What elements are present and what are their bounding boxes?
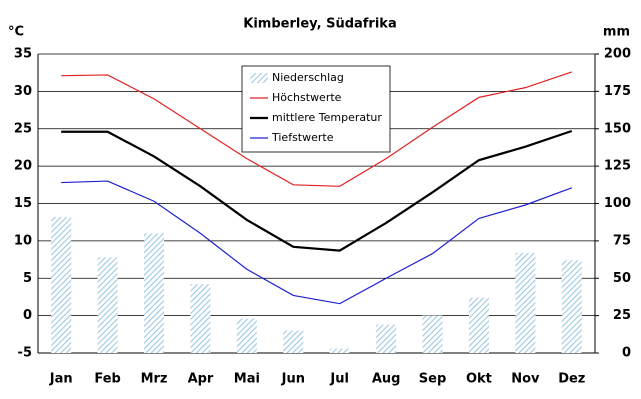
bar: [468, 297, 489, 353]
y2-tick-label: 75: [613, 233, 631, 248]
y2-tick-label: 50: [613, 271, 631, 286]
bar: [190, 284, 211, 353]
y2-tick-label: 100: [604, 196, 631, 211]
chart-title: Kimberley, Südafrika: [243, 17, 396, 32]
y2-tick-label: 125: [604, 159, 631, 174]
y-tick-label: 15: [14, 196, 32, 211]
legend-label: Höchstwerte: [272, 91, 342, 104]
y-tick-label: 25: [14, 121, 32, 136]
bar: [376, 324, 397, 353]
legend-swatch: [250, 73, 268, 83]
x-tick-label: Okt: [466, 372, 492, 387]
legend-label: Niederschlag: [272, 71, 344, 84]
y-tick-label: 0: [23, 308, 32, 323]
line: [61, 180, 573, 305]
legend-label: Tiefstwerte: [271, 131, 334, 144]
y2-tick-label: 175: [604, 84, 631, 99]
bar: [97, 257, 118, 353]
bar: [561, 260, 582, 353]
y2-tick-label: 150: [604, 121, 631, 136]
bar: [51, 216, 72, 353]
x-tick-label: Dez: [558, 372, 585, 387]
x-tick-label: Jul: [329, 372, 349, 387]
x-tick-label: Mrz: [141, 372, 168, 387]
bar: [515, 252, 536, 353]
bar: [236, 318, 257, 353]
x-tick-label: Nov: [511, 372, 540, 387]
y-tick-label: 30: [14, 84, 32, 99]
y2-tick-label: 200: [604, 47, 631, 62]
bar: [283, 330, 304, 353]
y-tick-label: 20: [14, 159, 32, 174]
y-tick-label: 5: [23, 271, 32, 286]
x-tick-label: Sep: [419, 372, 447, 387]
line: [61, 129, 573, 252]
y2-tick-label: 25: [613, 308, 631, 323]
x-tick-label: Jan: [49, 372, 73, 387]
bar: [329, 348, 350, 353]
x-tick-label: Feb: [94, 372, 120, 387]
y2-axis-label: mm: [603, 25, 630, 40]
x-tick-label: Apr: [188, 372, 214, 387]
legend-label: mittlere Temperatur: [272, 111, 382, 124]
line: [61, 71, 572, 187]
y2-tick-label: 0: [622, 346, 631, 361]
y-axis-label: °C: [8, 25, 24, 40]
bar: [144, 233, 165, 353]
y-tick-label: 10: [14, 233, 32, 248]
y-tick-label: -5: [18, 346, 32, 361]
x-tick-label: Mai: [234, 372, 260, 387]
y-tick-label: 35: [14, 47, 32, 62]
x-tick-label: Aug: [372, 372, 401, 387]
x-tick-label: Jun: [281, 372, 305, 387]
bar: [422, 315, 443, 353]
